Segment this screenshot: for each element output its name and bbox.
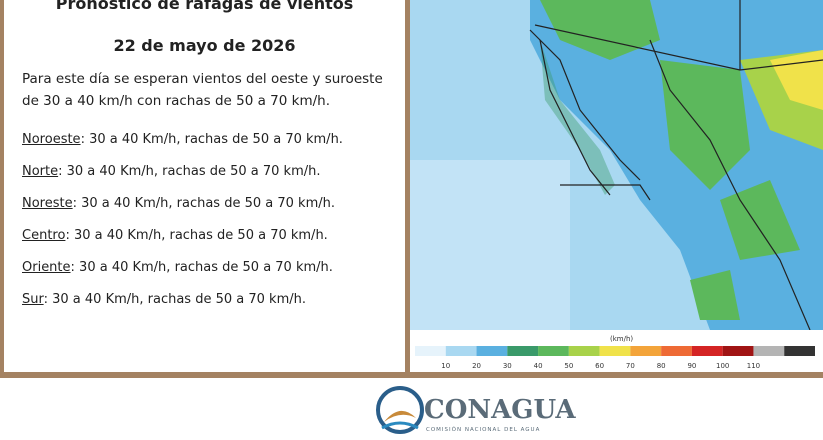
summary: Para este día se esperan vientos del oes… bbox=[22, 71, 383, 109]
legend-swatch bbox=[445, 346, 477, 356]
legend-tick: 40 bbox=[534, 362, 543, 370]
region-name: Noreste bbox=[22, 196, 73, 211]
legend-swatch bbox=[599, 346, 631, 356]
legend-swatch bbox=[538, 346, 569, 356]
date: 22 de mayo de 2026 bbox=[113, 36, 296, 55]
region-line: Norte: 30 a 40 Km/h, rachas de 50 a 70 k… bbox=[22, 164, 321, 179]
legend-swatch bbox=[661, 346, 692, 356]
legend-tick: 10 bbox=[441, 362, 450, 370]
region-line: Noreste: 30 a 40 Km/h, rachas de 50 a 70… bbox=[22, 196, 335, 211]
legend-unit: (km/h) bbox=[610, 335, 633, 343]
legend-tick: 110 bbox=[747, 362, 760, 370]
region-text: : 30 a 40 Km/h, rachas de 50 a 70 km/h. bbox=[43, 292, 306, 307]
legend-tick: 50 bbox=[564, 362, 573, 370]
legend-tick: 70 bbox=[626, 362, 635, 370]
legend-swatch bbox=[753, 346, 785, 356]
legend-swatch bbox=[568, 346, 600, 356]
region-name: Norte bbox=[22, 164, 59, 179]
legend-swatch bbox=[630, 346, 662, 356]
region-line: Noroeste: 30 a 40 Km/h, rachas de 50 a 7… bbox=[22, 132, 343, 147]
region-text: : 30 a 40 Km/h, rachas de 50 a 70 km/h. bbox=[58, 164, 321, 179]
text-panel: Pronóstico de ráfagas de vientos 22 de m… bbox=[4, 0, 405, 372]
title: Pronóstico de ráfagas de vientos bbox=[55, 0, 354, 13]
region-name: Oriente bbox=[22, 260, 71, 275]
region-text: : 30 a 40 Km/h, rachas de 50 a 70 km/h. bbox=[72, 196, 335, 211]
legend-swatch bbox=[722, 346, 754, 356]
legend-swatch bbox=[691, 346, 723, 356]
logo-text: CONAGUA bbox=[424, 395, 576, 425]
logo-subtitle: COMISIÓN NACIONAL DEL AGUA bbox=[426, 426, 540, 433]
region-line: Centro: 30 a 40 Km/h, rachas de 50 a 70 … bbox=[22, 228, 328, 243]
legend-tick: 80 bbox=[657, 362, 666, 370]
region-name: Noroeste bbox=[22, 132, 81, 147]
region-line: Oriente: 30 a 40 Km/h, rachas de 50 a 70… bbox=[22, 260, 333, 275]
region-text: : 30 a 40 Km/h, rachas de 50 a 70 km/h. bbox=[65, 228, 328, 243]
legend-tick: 90 bbox=[687, 362, 696, 370]
legend-swatch bbox=[476, 346, 508, 356]
map: (km/h) 10 20 30 40 50 60 70 80 90 100 110 bbox=[410, 0, 823, 372]
legend-tick: 30 bbox=[503, 362, 512, 370]
region-text: : 30 a 40 Km/h, rachas de 50 a 70 km/h. bbox=[80, 132, 343, 147]
region-name: Sur bbox=[22, 292, 44, 307]
legend-swatch bbox=[784, 346, 815, 356]
legend-swatch bbox=[415, 346, 446, 356]
legend-tick: 60 bbox=[595, 362, 604, 370]
legend-swatch bbox=[507, 346, 539, 356]
region-text: : 30 a 40 Km/h, rachas de 50 a 70 km/h. bbox=[70, 260, 333, 275]
region-name: Centro bbox=[22, 228, 66, 243]
region-line: Sur: 30 a 40 Km/h, rachas de 50 a 70 km/… bbox=[22, 292, 306, 307]
legend-tick: 20 bbox=[472, 362, 481, 370]
legend-tick: 100 bbox=[716, 362, 729, 370]
logo: CONAGUA COMISIÓN NACIONAL DEL AGUA bbox=[376, 386, 576, 434]
